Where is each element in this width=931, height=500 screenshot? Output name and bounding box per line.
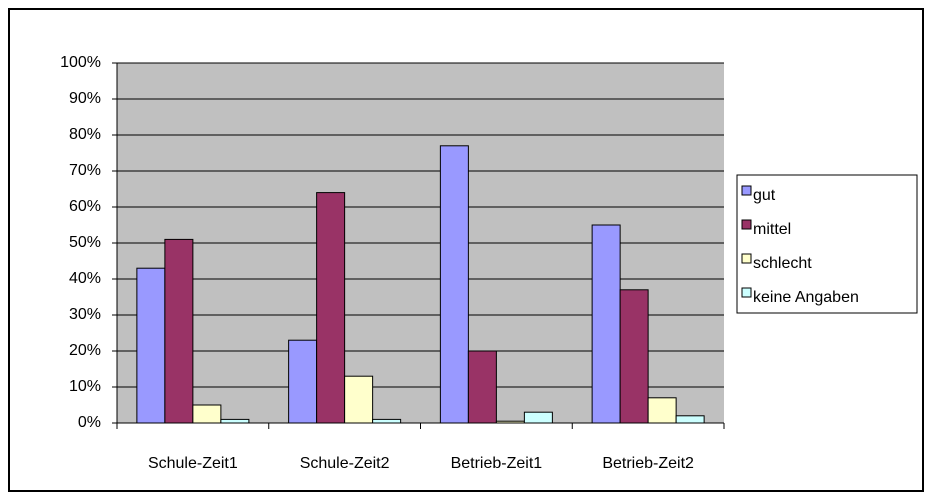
bar	[439, 145, 469, 424]
y-tick-label: 40%	[69, 270, 101, 287]
bar	[647, 397, 677, 424]
y-tick-label: 90%	[69, 90, 101, 107]
x-tick-label: Schule-Zeit2	[300, 455, 390, 472]
bar	[192, 404, 222, 424]
y-tick-label: 0%	[78, 414, 101, 431]
legend-label: gut	[753, 187, 776, 204]
legend-swatch	[741, 287, 752, 298]
bar	[316, 192, 346, 424]
legend-label: keine Angaben	[753, 289, 859, 306]
bar	[675, 415, 705, 424]
bar	[220, 418, 250, 424]
legend-swatch	[741, 253, 752, 264]
legend-box	[736, 174, 918, 314]
bar	[591, 224, 621, 424]
y-tick-label: 80%	[69, 126, 101, 143]
bar	[344, 375, 374, 424]
bar	[523, 411, 553, 424]
x-tick-label: Schule-Zeit1	[148, 455, 238, 472]
legend-label: schlecht	[753, 255, 812, 272]
bar	[136, 267, 166, 424]
y-tick-label: 60%	[69, 198, 101, 215]
y-tick-label: 20%	[69, 342, 101, 359]
legend-label: mittel	[753, 221, 791, 238]
bar	[619, 289, 649, 424]
y-tick-label: 70%	[69, 162, 101, 179]
bar	[467, 350, 497, 424]
y-tick-label: 10%	[69, 378, 101, 395]
bar	[495, 420, 525, 424]
y-tick-label: 100%	[60, 54, 101, 71]
legend-swatch	[741, 219, 752, 230]
x-tick-label: Betrieb-Zeit2	[602, 455, 694, 472]
bar	[164, 238, 194, 424]
bar	[288, 339, 318, 424]
x-tick-label: Betrieb-Zeit1	[451, 455, 543, 472]
legend-swatch	[741, 185, 752, 196]
bar	[372, 418, 402, 424]
y-tick-label: 50%	[69, 234, 101, 251]
y-tick-label: 30%	[69, 306, 101, 323]
